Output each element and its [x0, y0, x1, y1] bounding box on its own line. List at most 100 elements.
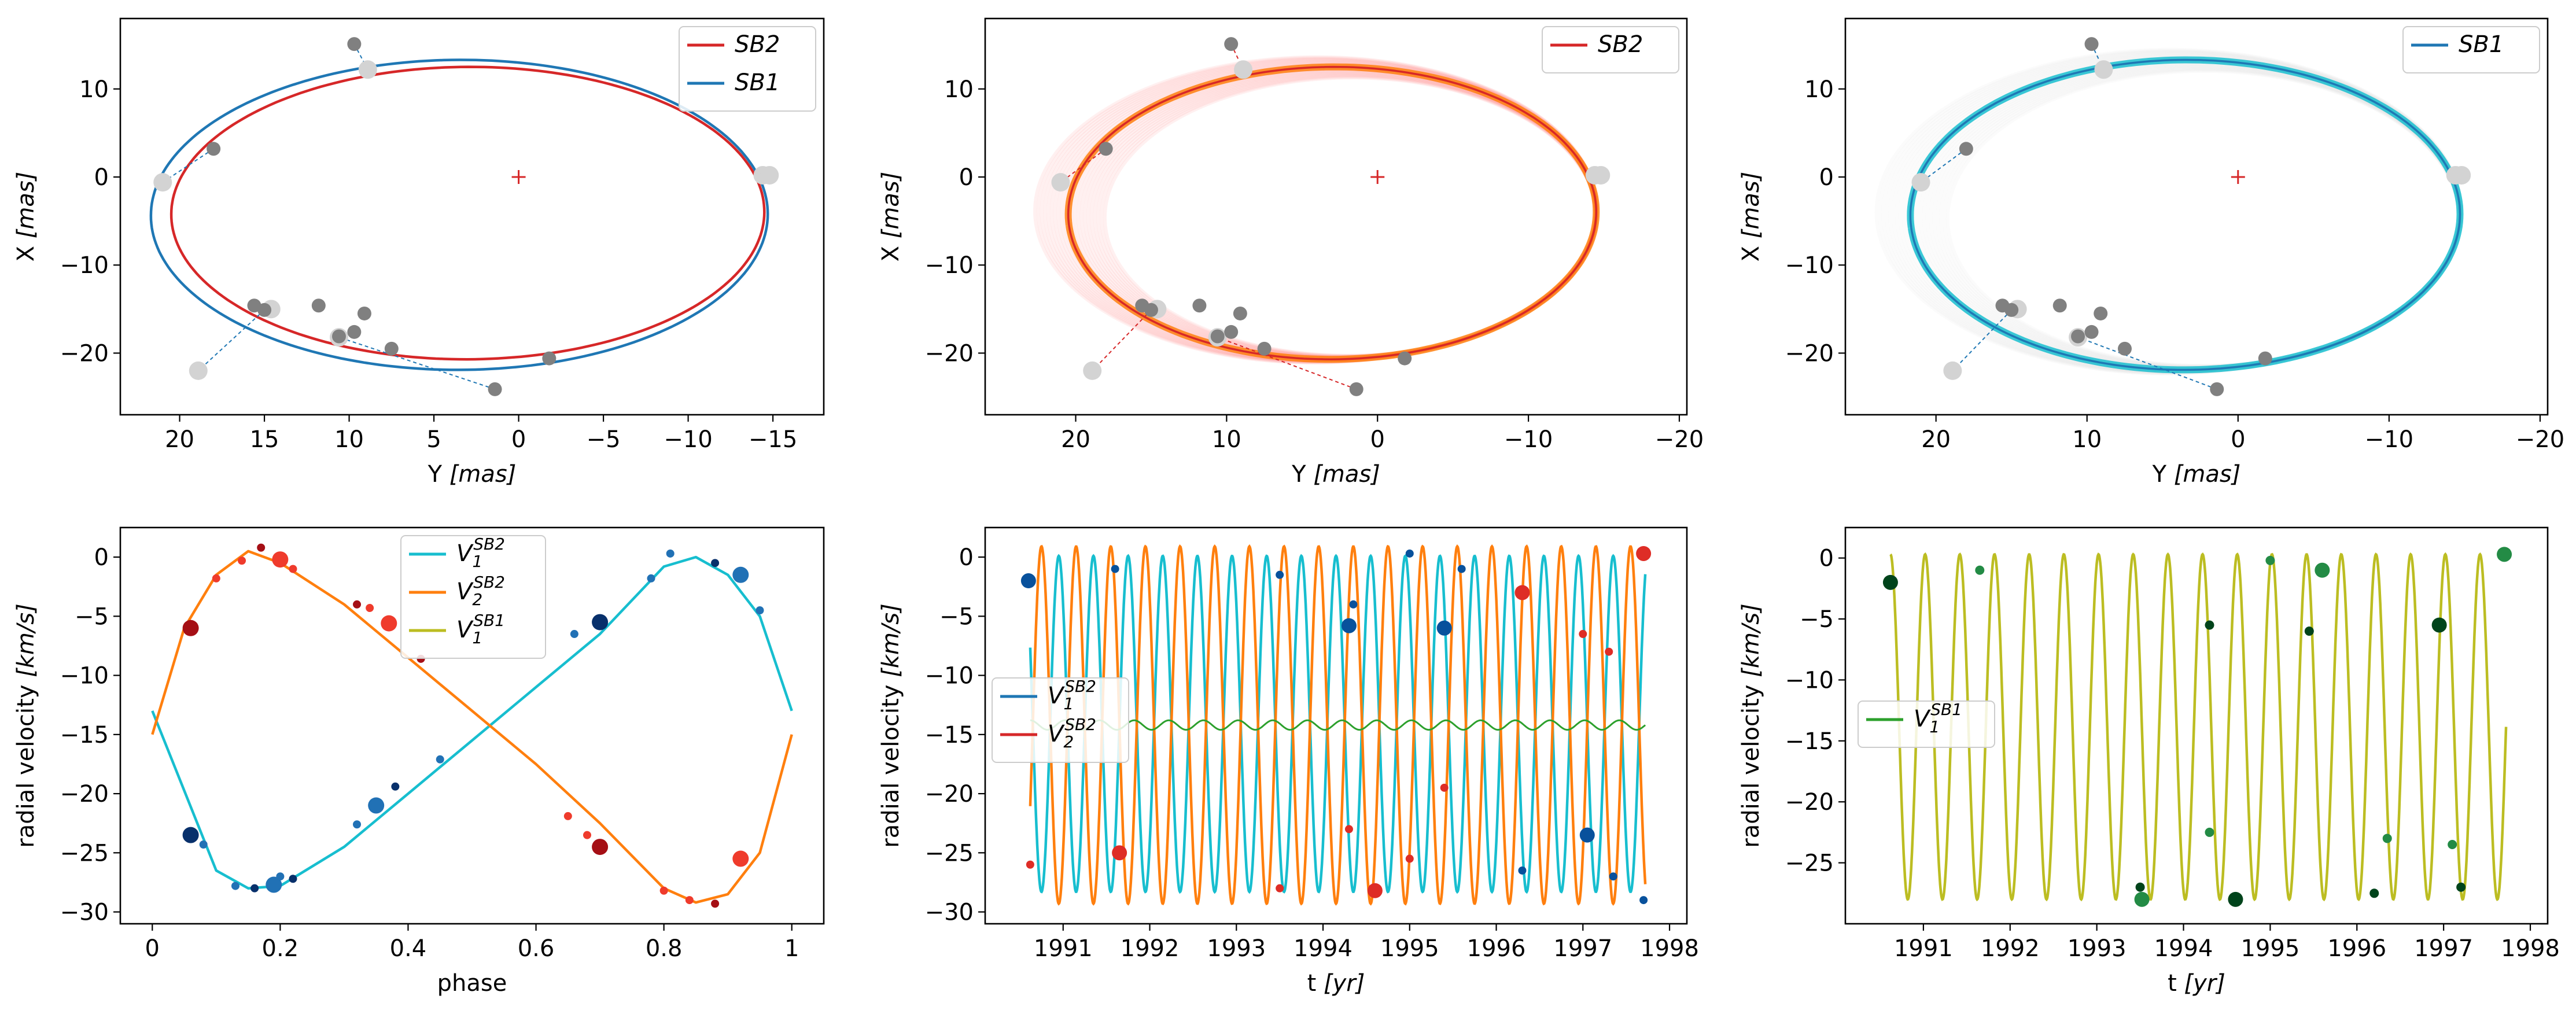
x-tick-label: 5 — [426, 426, 441, 453]
residual-line — [353, 43, 368, 70]
y-tick-label: −5 — [939, 603, 974, 630]
best-fit-orbit — [1909, 58, 2461, 371]
observation-point — [542, 351, 557, 366]
x-tick-label: 20 — [1061, 426, 1090, 453]
rv-point — [1639, 896, 1648, 905]
rv-point — [2135, 882, 2145, 892]
leg-var: V — [1914, 706, 1931, 732]
x-axis-label-unit: [mas] — [2174, 461, 2241, 488]
rv-point — [1882, 574, 1898, 590]
y-tick-label: −20 — [60, 340, 109, 367]
x-axis-label-text: t — [1307, 970, 1324, 997]
y-tick-label: −15 — [925, 722, 974, 748]
rv-point-v2 — [366, 604, 374, 613]
observation-point — [2117, 341, 2132, 356]
x-tick-label: 1992 — [1981, 935, 2040, 962]
rv-point — [1276, 570, 1284, 579]
y-tick-label: −25 — [60, 840, 109, 866]
legend-label: SB2 — [1598, 31, 1643, 58]
rv-point — [1609, 872, 1617, 881]
y-axis-label-text: radial velocity — [13, 677, 39, 848]
model-point — [760, 165, 779, 185]
leg-text: SB2 — [735, 31, 780, 58]
model-point — [1591, 165, 1611, 185]
rv-point — [1020, 573, 1036, 589]
rv-point-v2 — [685, 896, 694, 905]
residual-line — [338, 337, 495, 390]
x-tick-label: 1996 — [1467, 935, 1526, 962]
plot-area — [149, 37, 779, 396]
rv-point — [1579, 827, 1595, 843]
observation-point — [1959, 142, 1973, 156]
y-axis-label: radial velocity [km/s] — [1738, 603, 1764, 848]
y-tick-label: 10 — [944, 76, 974, 103]
rv-curve-v2 — [1029, 544, 1647, 906]
y-tick-label: −25 — [1785, 850, 1834, 877]
x-tick-label: 1994 — [2154, 935, 2213, 962]
y-axis-label-text: X — [878, 238, 904, 261]
x-tick-label: 0.2 — [262, 935, 299, 962]
plot-area — [1874, 37, 2471, 396]
observation-point — [2004, 303, 2019, 317]
axes-frame — [984, 526, 1688, 925]
rv-point-v2 — [732, 850, 749, 867]
x-axis-label-text: Y — [428, 461, 449, 488]
y-axis-label-unit: [mas] — [13, 172, 39, 239]
observation-point — [2052, 298, 2067, 313]
rv-point-v1 — [199, 840, 208, 849]
rv-point-v1 — [289, 875, 297, 883]
observation-point — [2071, 329, 2085, 344]
x-tick-label: 1995 — [2240, 935, 2299, 962]
y-axis-label-text: radial velocity — [878, 677, 904, 848]
rv-point — [2205, 620, 2214, 630]
leg-sup: SB2 — [1064, 677, 1096, 696]
x-axis-label: t [yr] — [2168, 970, 2225, 997]
leg-sub: 1 — [472, 552, 482, 571]
rv-point — [1405, 549, 1414, 558]
x-tick-label: 1997 — [1553, 935, 1612, 962]
x-tick-label: 1993 — [2068, 935, 2127, 962]
observation-point — [1233, 306, 1247, 320]
rv-point — [1276, 884, 1284, 893]
y-axis-label-unit: [mas] — [1738, 172, 1764, 239]
observation-point — [2084, 325, 2099, 339]
leg-var: V — [1048, 721, 1065, 747]
rv-point-v2 — [212, 574, 220, 582]
y-tick-label: −20 — [1785, 789, 1834, 816]
observation-point — [1144, 303, 1158, 317]
leg-var: V — [456, 617, 474, 643]
rv-point-v2 — [289, 565, 297, 573]
y-tick-label: −10 — [60, 252, 109, 279]
observation-point — [347, 37, 362, 51]
y-axis-label: X [mas] — [13, 172, 39, 262]
rv-point — [1026, 860, 1034, 869]
x-axis-label-text: t — [2168, 970, 2184, 997]
rv-point — [2228, 891, 2243, 907]
observation-point — [1257, 341, 1272, 356]
leg-sub: 2 — [1063, 732, 1074, 751]
observation-point — [331, 329, 346, 344]
rv-point-v2 — [238, 556, 246, 565]
rv-point — [2304, 626, 2314, 636]
residual-line — [2077, 337, 2217, 390]
rv-point-v1 — [276, 872, 285, 881]
y-axis-label-text: radial velocity — [1738, 677, 1764, 848]
model-point — [1911, 173, 1930, 192]
residual-line — [1217, 337, 1357, 390]
observation-point — [2094, 306, 2108, 320]
x-tick-label: −10 — [664, 426, 712, 453]
x-tick-label: 1993 — [1207, 935, 1266, 962]
y-tick-label: −5 — [1800, 606, 1834, 633]
panel-5: 1991 1992 1993 1994 1995 1996 1997 1998 0 −5 −10 −1… — [878, 526, 1699, 997]
y-tick-label: −10 — [60, 663, 109, 689]
rv-point-v1 — [250, 884, 259, 893]
rv-point-v1 — [231, 882, 239, 890]
x-axis-label: Y [mas] — [428, 461, 517, 488]
rv-point-v1 — [391, 782, 400, 791]
rv-point — [1112, 845, 1127, 861]
leg-text: SB1 — [735, 69, 780, 96]
model-point — [1083, 361, 1102, 380]
rv-point — [1349, 600, 1358, 609]
x-tick-label: 0 — [2231, 426, 2245, 453]
